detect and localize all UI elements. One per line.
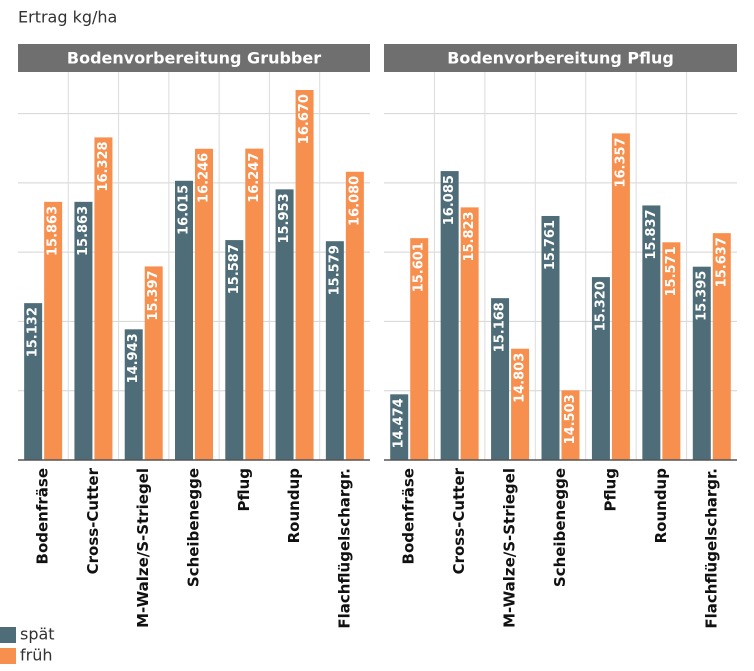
- x-tick-label: Scheibenegge: [551, 468, 569, 587]
- value-label: 15.587: [227, 244, 242, 294]
- value-label: 15.579: [327, 245, 342, 295]
- bar: [712, 233, 731, 460]
- value-label: 14.943: [126, 333, 141, 383]
- value-label: 16.328: [96, 141, 111, 191]
- value-label: 14.474: [392, 398, 407, 448]
- bar: [692, 266, 711, 460]
- value-label: 15.863: [76, 206, 91, 256]
- bar: [74, 201, 93, 460]
- y-axis-label: Ertrag kg/ha: [18, 8, 117, 27]
- bar: [225, 240, 244, 460]
- x-tick-label: Cross-Cutter: [450, 467, 468, 574]
- bar: [94, 137, 113, 461]
- bar: [541, 215, 560, 460]
- x-tick-label: M-Walze/S-Striegel: [134, 468, 152, 628]
- bar: [591, 277, 610, 460]
- value-label: 16.085: [442, 175, 457, 225]
- value-label: 14.503: [563, 394, 578, 444]
- legend-swatch: [0, 627, 16, 643]
- value-label: 15.953: [277, 193, 292, 243]
- value-label: 15.601: [412, 242, 427, 292]
- x-tick-label: Bodenfräse: [400, 468, 418, 564]
- bar: [561, 390, 580, 460]
- x-tick-label: Cross-Cutter: [84, 467, 102, 574]
- bar: [611, 133, 630, 460]
- bar: [295, 90, 314, 460]
- bar: [390, 394, 409, 460]
- value-label: 16.357: [613, 137, 628, 187]
- value-label: 15.571: [664, 246, 679, 296]
- value-label: 15.397: [146, 270, 161, 320]
- value-label: 16.080: [347, 176, 362, 226]
- bar: [460, 207, 479, 460]
- value-label: 14.803: [513, 353, 528, 403]
- legend-label: spät: [20, 625, 55, 644]
- value-label: 15.761: [543, 220, 558, 270]
- value-label: 15.837: [644, 209, 659, 259]
- value-label: 15.395: [694, 271, 709, 321]
- panel-header: [384, 44, 737, 72]
- value-label: 15.823: [462, 211, 477, 261]
- bar: [345, 171, 364, 460]
- bar: [144, 266, 163, 460]
- x-tick-label: Pflug: [601, 468, 619, 512]
- x-tick-label: Roundup: [652, 468, 670, 544]
- x-tick-label: Roundup: [285, 468, 303, 544]
- bar: [491, 298, 510, 460]
- value-label: 16.015: [177, 185, 192, 235]
- x-tick-label: M-Walze/S-Striegel: [501, 468, 519, 628]
- bar: [24, 303, 43, 460]
- bar: [195, 148, 213, 461]
- value-label: 16.247: [247, 153, 262, 203]
- value-label: 15.320: [593, 281, 608, 331]
- x-tick-label: Bodenfräse: [34, 468, 52, 564]
- value-label: 15.132: [26, 307, 41, 357]
- bar: [440, 171, 459, 461]
- bar: [124, 329, 143, 460]
- bar: [662, 242, 681, 460]
- value-label: 16.670: [297, 94, 312, 144]
- x-tick-label: Flachflügelschargr.: [335, 468, 353, 629]
- x-tick-label: Pflug: [235, 468, 253, 512]
- bar: [642, 205, 661, 460]
- value-label: 15.863: [46, 206, 61, 256]
- bar: [175, 180, 193, 460]
- x-tick-label: Scheibenegge: [185, 468, 203, 587]
- bar: [245, 148, 264, 460]
- panel-header: [18, 44, 370, 72]
- value-label: 16.246: [197, 153, 212, 203]
- bar: [44, 201, 63, 460]
- value-label: 15.168: [493, 302, 508, 352]
- panel-title: Bodenvorbereitung Pflug: [447, 49, 674, 68]
- bar: [511, 348, 530, 460]
- bar: [325, 241, 344, 460]
- x-tick-label: Flachflügelschargr.: [702, 468, 720, 629]
- bar: [275, 189, 294, 460]
- legend-swatch: [0, 648, 16, 664]
- panel-title: Bodenvorbereitung Grubber: [67, 49, 321, 68]
- value-label: 15.637: [714, 237, 729, 287]
- bar: [410, 238, 429, 460]
- legend-label: früh: [20, 646, 53, 665]
